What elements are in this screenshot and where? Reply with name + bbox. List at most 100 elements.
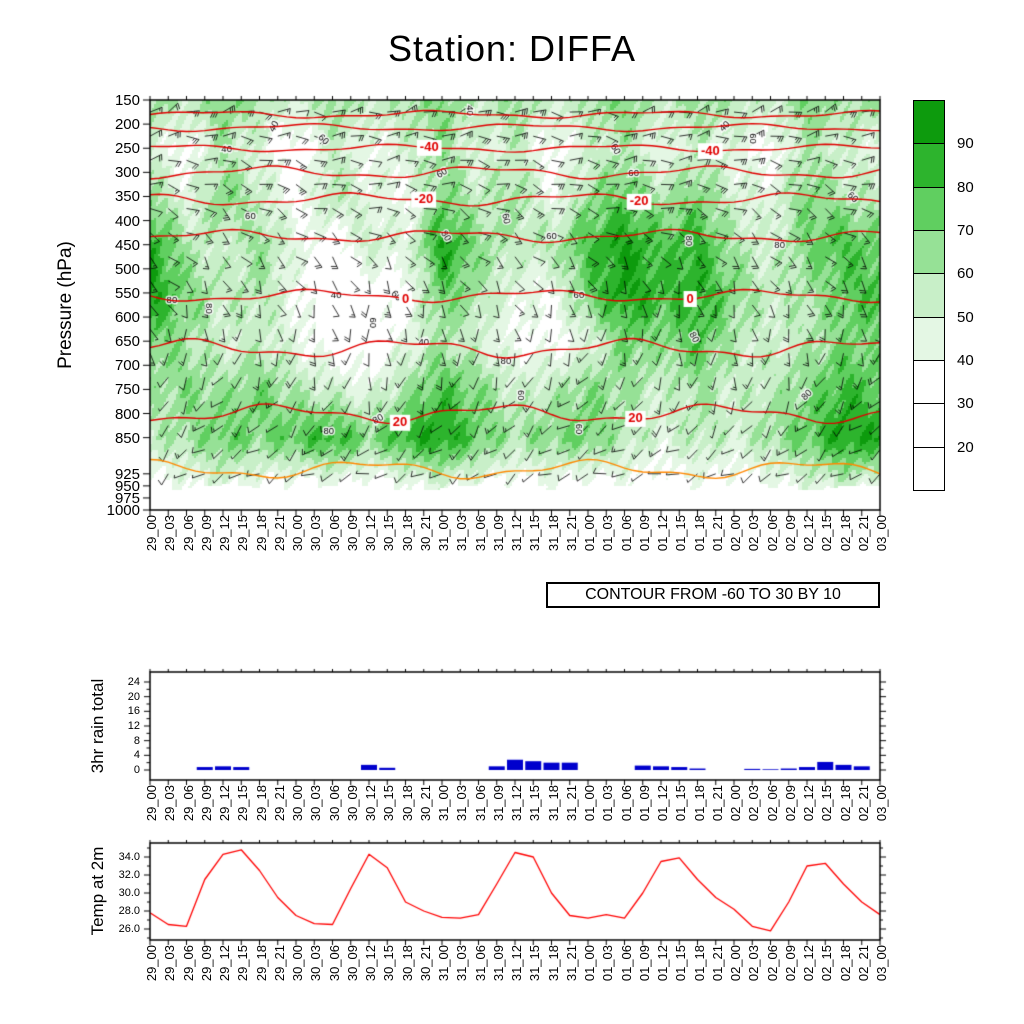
pressure-tick-label: 400	[114, 212, 140, 230]
time-label: 01_12	[655, 515, 670, 552]
time-label: 02_03	[746, 945, 762, 982]
time-label: 29_18	[253, 515, 269, 552]
colorbar-cell	[913, 186, 945, 231]
time-label: 30_03	[308, 785, 324, 822]
pressure-tick-label: 450	[114, 236, 140, 254]
time-label: 31_00	[436, 945, 451, 982]
temp-chart	[138, 837, 892, 949]
time-label: 30_00	[290, 515, 305, 552]
time-label: 02_18	[837, 945, 853, 982]
time-label: 29_03	[162, 515, 178, 552]
time-label: 29_09	[198, 515, 214, 552]
time-label: 03_00	[874, 515, 889, 552]
time-label: 01_15	[673, 945, 689, 982]
pressure-tick-labels: 150 200 250 300 350 400 450 500 550 600 650 700 750 8…	[84, 0, 140, 530]
time-label: 02_21	[855, 945, 871, 982]
time-label: 30_09	[344, 945, 360, 982]
time-label: 01_09	[636, 515, 652, 552]
time-label: 30_21	[417, 515, 433, 552]
time-label: 02_21	[855, 785, 871, 822]
temp-tick-label: 26.0	[118, 923, 140, 935]
colorbar-label: 20	[957, 438, 974, 456]
time-label: 29_06	[180, 945, 196, 982]
temp-tick-label: 34.0	[118, 851, 140, 863]
time-label: 31_00	[436, 515, 451, 552]
time-label: 31_03	[454, 515, 470, 552]
time-label: 29_03	[162, 945, 178, 982]
time-label: 02_09	[782, 785, 798, 822]
time-label: 29_15	[235, 945, 251, 982]
colorbar-cell	[913, 403, 945, 448]
time-label: 01_03	[600, 515, 616, 552]
rain-tick-label: 8	[133, 734, 140, 747]
time-label: 29_00	[144, 945, 159, 982]
time-label: 29_03	[162, 785, 178, 822]
time-label: 30_00	[290, 945, 305, 982]
time-label: 01_12	[655, 945, 670, 982]
time-label: 29_00	[144, 785, 159, 822]
pressure-tick-label: 750	[114, 381, 140, 399]
time-label: 02_12	[801, 785, 816, 822]
colorbar-cell	[913, 273, 945, 318]
time-label: 29_09	[198, 945, 214, 982]
time-label: 29_18	[253, 945, 269, 982]
time-label: 31_06	[472, 945, 488, 982]
time-label: 01_00	[582, 785, 597, 822]
time-label: 01_06	[618, 785, 634, 822]
time-label: 29_06	[180, 515, 196, 552]
time-label: 31_12	[509, 945, 524, 982]
pressure-tick-label: 200	[114, 116, 140, 134]
pressure-tick-label: 600	[114, 309, 140, 327]
time-label: 31_09	[490, 515, 506, 552]
colorbar-label: 50	[957, 308, 974, 326]
time-label: 01_18	[691, 945, 707, 982]
time-label: 02_06	[764, 945, 780, 982]
contour-note: CONTOUR FROM -60 TO 30 BY 10	[546, 582, 880, 608]
time-label: 02_09	[782, 515, 798, 552]
pressure-tick-label: 700	[114, 357, 140, 375]
colorbar-cell	[913, 446, 945, 491]
colorbar-label: 60	[957, 265, 974, 283]
time-label: 29_09	[198, 785, 214, 822]
time-label: 02_15	[819, 945, 835, 982]
time-label: 02_15	[819, 785, 835, 822]
temp-tick-label: 28.0	[118, 905, 140, 917]
time-label: 01_18	[691, 515, 707, 552]
pressure-tick-label: 950	[114, 477, 140, 495]
time-label: 01_00	[582, 515, 597, 552]
time-label: 01_18	[691, 785, 707, 822]
colorbar-label: 80	[957, 178, 974, 196]
time-label: 30_18	[399, 945, 415, 982]
humidity-colorbar: 90 80 70 60 50 40 30 20	[913, 100, 1023, 500]
time-label: 30_12	[363, 945, 378, 982]
time-label: 01_15	[673, 785, 689, 822]
time-label: 29_06	[180, 785, 196, 822]
time-label: 02_09	[782, 945, 798, 982]
time-label: 01_09	[636, 945, 652, 982]
pressure-tick-label: 650	[114, 333, 140, 351]
time-label: 01_03	[600, 945, 616, 982]
time-label: 01_21	[709, 785, 725, 822]
time-label: 02_06	[764, 785, 780, 822]
rain-tick-labels: 0 4 8 12 16 20 24	[96, 0, 140, 1024]
time-label: 31_21	[563, 945, 579, 982]
time-label: 02_00	[728, 785, 743, 822]
time-label: 30_21	[417, 785, 433, 822]
time-label: 01_06	[618, 515, 634, 552]
time-label: 30_18	[399, 515, 415, 552]
time-label: 03_00	[874, 785, 889, 822]
time-label: 29_21	[271, 515, 287, 552]
colorbar-cell	[913, 100, 945, 145]
pressure-tick-label: 150	[114, 92, 140, 109]
time-label: 29_12	[217, 945, 232, 982]
time-label: 01_03	[600, 785, 616, 822]
time-label: 02_03	[746, 515, 762, 552]
time-label: 02_00	[728, 945, 743, 982]
time-label: 29_21	[271, 785, 287, 822]
time-label: 31_18	[545, 785, 561, 822]
time-label: 02_03	[746, 785, 762, 822]
time-label: 30_03	[308, 515, 324, 552]
time-label: 31_15	[527, 515, 543, 552]
time-label: 02_18	[837, 785, 853, 822]
time-label: 29_12	[217, 785, 232, 822]
